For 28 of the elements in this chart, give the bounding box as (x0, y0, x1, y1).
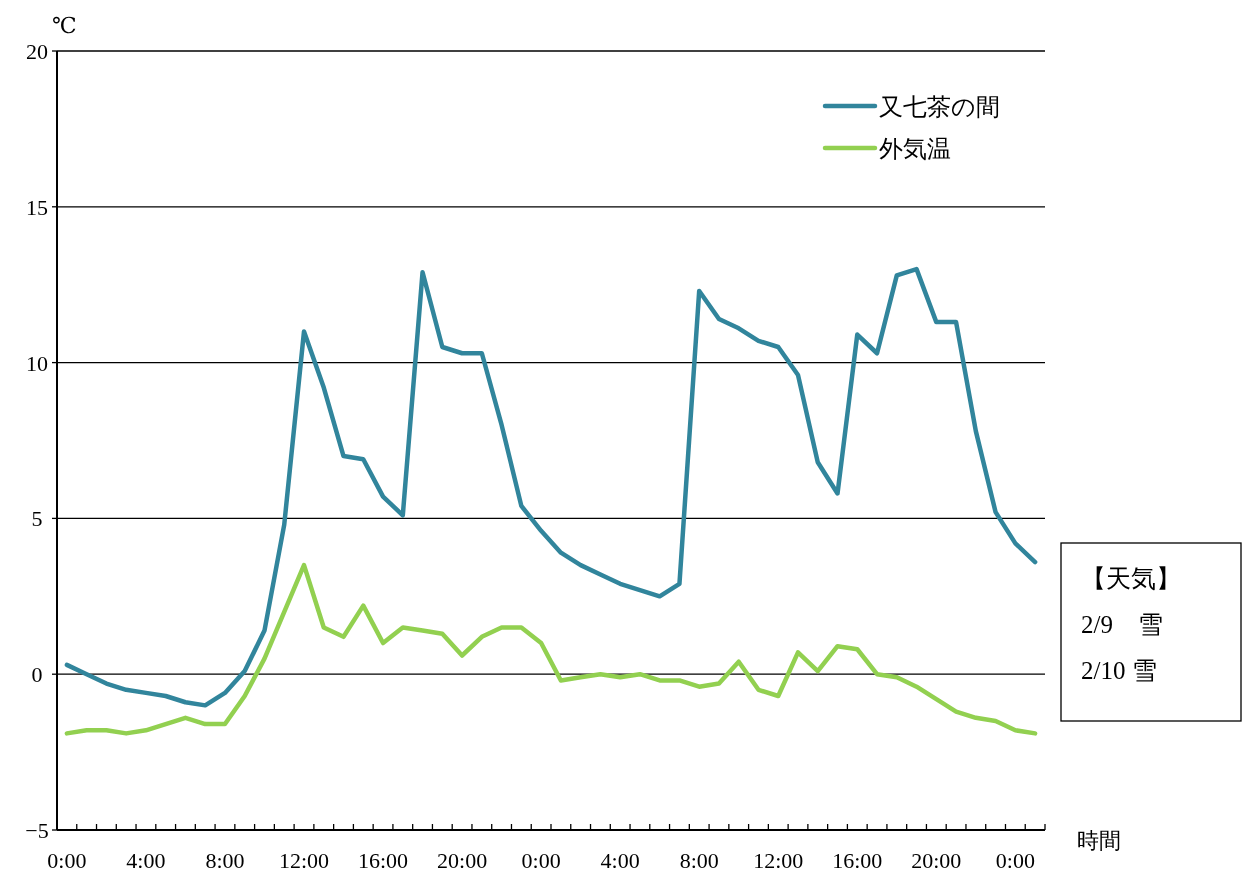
x-tick-label: 20:00 (911, 848, 962, 871)
x-tick-label: 12:00 (278, 848, 330, 871)
x-tick-label: 4:00 (126, 848, 166, 871)
x-tick-label: 20:00 (437, 848, 488, 871)
y-tick-label: 5 (31, 506, 43, 532)
x-tick-label: 8:00 (679, 848, 719, 871)
x-axis-title: 時間 (1077, 828, 1121, 853)
x-tick-label: 8:00 (205, 848, 245, 871)
x-tick-label: 4:00 (600, 848, 640, 871)
line-series (64, 266, 1038, 708)
x-tick-label: 16:00 (832, 848, 883, 871)
text: 2/9 雪 (1081, 611, 1163, 638)
y-tick-label: 20 (26, 39, 48, 64)
y-tick-label: 10 (26, 350, 48, 376)
text: 【天気】 (1081, 565, 1181, 592)
line-series (64, 562, 1038, 736)
x-tick-label: 0:00 (995, 848, 1035, 871)
legend-label: 又七茶の間 (879, 94, 1000, 120)
x-tick-label: 12:00 (753, 848, 804, 871)
x-tick-label: 16:00 (357, 848, 409, 871)
x-tick-label: 0:00 (521, 848, 561, 871)
y-tick-label: 0 (31, 662, 43, 688)
x-tick-label: 0:00 (47, 848, 87, 871)
y-tick-label: −5 (25, 818, 49, 843)
text: 2/10 雪 (1081, 657, 1157, 684)
y-axis-title: ℃ (52, 13, 77, 38)
legend-label: 外気温 (879, 136, 951, 162)
y-tick-label: 15 (26, 194, 48, 220)
